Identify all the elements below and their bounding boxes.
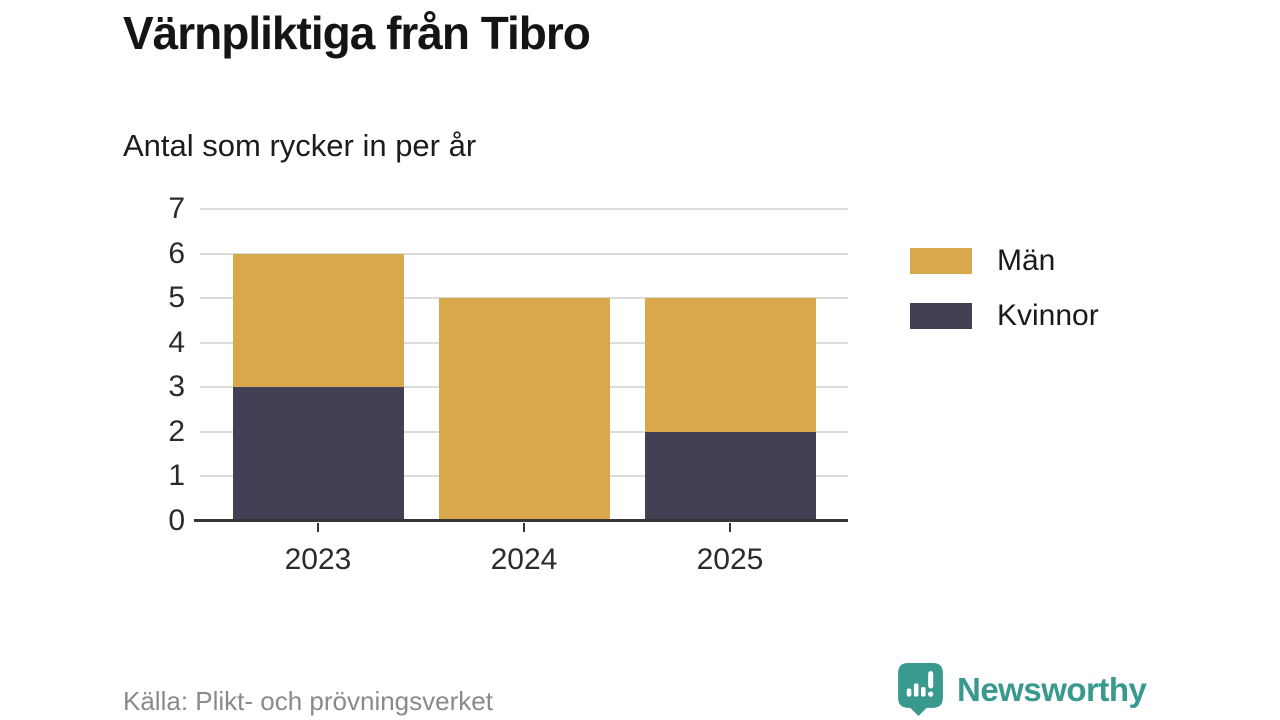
newsworthy-wordmark: Newsworthy <box>957 670 1147 708</box>
bar-2025-män <box>644 298 816 432</box>
y-tick-label-1: 1 <box>168 459 185 493</box>
legend-swatch-man <box>910 248 972 274</box>
plot-area <box>194 208 848 522</box>
bar-2023-män <box>232 253 404 388</box>
newsworthy-speech-bubble-bar-chart-icon <box>898 663 943 716</box>
x-axis: 2023 2024 2025 <box>200 523 848 583</box>
gridline-5 <box>200 297 848 300</box>
gridline-6 <box>200 252 848 255</box>
y-tick-label-6: 6 <box>168 236 185 270</box>
y-tick-label-2: 2 <box>168 414 185 448</box>
legend: Män Kvinnor <box>910 244 1099 354</box>
chart-title: Värnpliktiga från Tibro <box>123 7 591 59</box>
legend-label-kvinnor: Kvinnor <box>997 299 1099 332</box>
legend-item-man: Män <box>910 244 1099 278</box>
gridline-7 <box>200 208 848 210</box>
newsworthy-logo: Newsworthy <box>897 662 1147 717</box>
y-tick-label-5: 5 <box>168 281 185 315</box>
y-tick-label-7: 7 <box>168 192 185 225</box>
x-tick-label-2023: 2023 <box>284 543 352 576</box>
legend-label-man: Män <box>997 244 1056 277</box>
y-tick-label-4: 4 <box>168 325 185 359</box>
bar-2024-män <box>438 298 610 521</box>
bar-2025-kvinnor <box>644 431 816 521</box>
x-tick-mark-2023 <box>317 523 319 532</box>
legend-swatch-kvinnor <box>910 303 972 329</box>
x-tick-label-2024: 2024 <box>490 543 558 576</box>
bar-layer <box>200 209 848 521</box>
legend-item-kvinnor: Kvinnor <box>910 299 1099 333</box>
y-axis: 0 1 2 3 4 5 6 7 <box>80 192 185 537</box>
x-tick-label-2025: 2025 <box>696 543 764 576</box>
y-tick-label-0: 0 <box>168 504 185 537</box>
bar-2023-kvinnor <box>232 387 404 521</box>
x-tick-mark-2025 <box>729 523 731 532</box>
x-tick-mark-2024 <box>523 523 525 532</box>
chart-subtitle: Antal som rycker in per år <box>123 128 477 163</box>
source-note: Källa: Plikt- och prövningsverket <box>123 686 493 716</box>
y-tick-label-3: 3 <box>168 370 185 404</box>
x-axis-line <box>194 519 848 522</box>
